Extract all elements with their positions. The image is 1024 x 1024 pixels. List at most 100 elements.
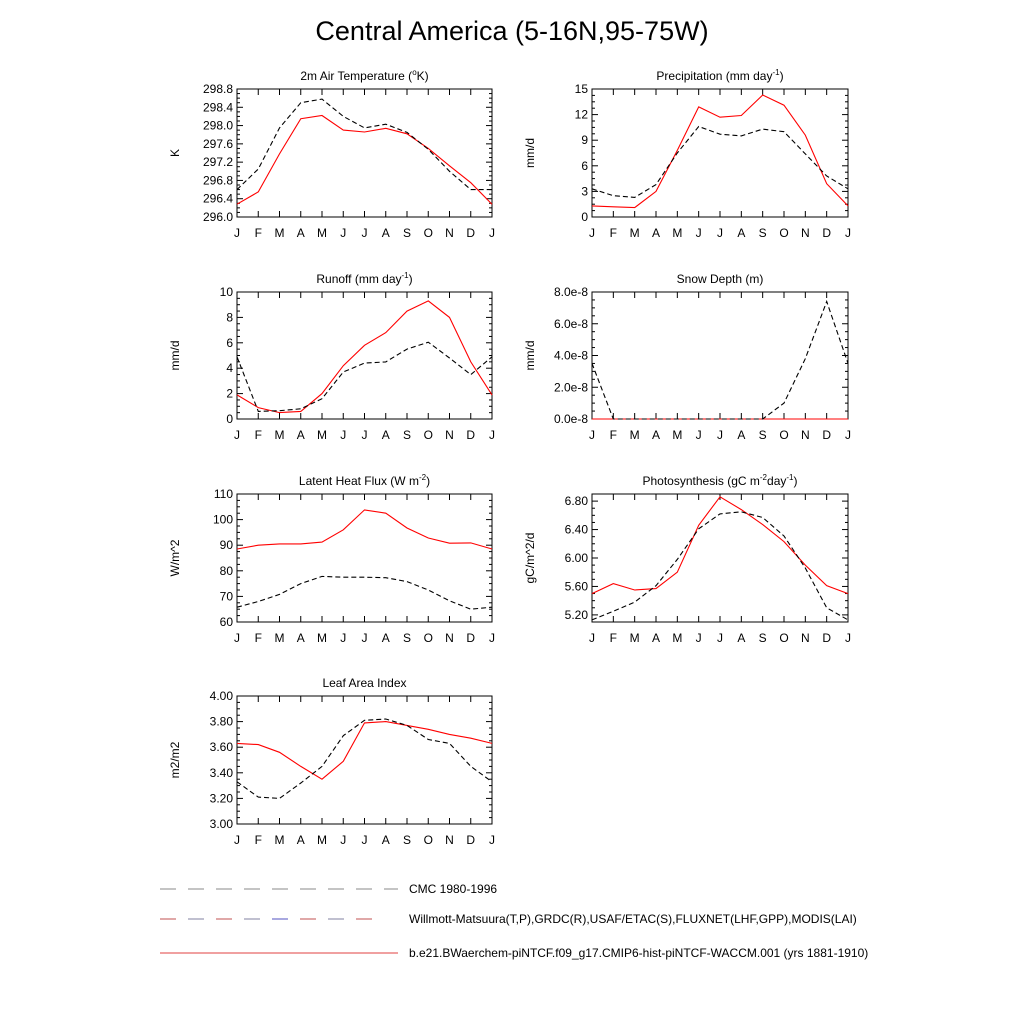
x-tick-label: M [672,631,682,645]
y-axis-label: mm/d [523,138,537,168]
y-tick-label: 6.80 [565,494,589,508]
x-tick-label: M [317,631,327,645]
x-tick-label: S [403,631,411,645]
x-tick-label: J [717,428,723,442]
series-line-observed [236,718,493,799]
x-tick-label: A [382,226,390,240]
x-tick-label: S [403,833,411,847]
y-tick-label: 100 [213,513,233,527]
y-tick-label: 296.4 [203,192,233,206]
y-tick-label: 4.0e-8 [554,349,588,363]
panel-title: Latent Heat Flux (W m-2) [299,473,430,488]
y-tick-label: 2 [226,387,233,401]
y-tick-label: 9 [581,133,588,147]
x-tick-label: O [424,833,433,847]
series-line-observed [236,575,493,610]
x-tick-label: J [362,833,368,847]
x-tick-label: D [822,226,831,240]
x-tick-label: O [779,631,788,645]
panel-frame [236,291,493,420]
x-tick-label: M [672,428,682,442]
x-tick-label: J [340,226,346,240]
x-tick-label: O [779,226,788,240]
y-axis-label: W/m^2 [168,539,182,576]
series-line-model [591,94,849,209]
series-line-model [236,300,493,414]
x-tick-label: J [845,631,851,645]
x-tick-label: M [672,226,682,240]
panel-title: Snow Depth (m) [677,272,764,286]
x-tick-label: A [737,631,745,645]
series-line-observed [236,98,492,191]
x-tick-label: M [630,226,640,240]
x-tick-label: D [466,226,475,240]
y-axis-label: gC/m^2/d [523,533,537,584]
y-tick-label: 70 [220,589,234,603]
x-tick-label: A [297,833,305,847]
y-axis-label: mm/d [523,341,537,371]
y-tick-label: 6.00 [565,551,589,565]
x-tick-label: O [424,631,433,645]
x-tick-label: J [362,226,368,240]
y-tick-label: 297.6 [203,137,233,151]
panel-frame [591,493,849,623]
panel-leaf-area-index: Leaf Area Index m2/m2 3.00 3.20 3.40 3.60 3.80… [168,676,495,847]
y-tick-label: 298.8 [203,82,233,96]
x-tick-label: N [801,428,810,442]
y-tick-label: 3 [581,184,588,198]
y-tick-label: 4 [226,361,233,375]
y-tick-label: 3.20 [210,791,234,805]
x-tick-label: F [610,631,617,645]
y-tick-label: 5.20 [565,608,589,622]
x-tick-label: M [630,428,640,442]
x-tick-label: A [652,428,660,442]
y-tick-label: 6 [581,159,588,173]
series-line-model [236,721,493,780]
series-line-model [236,509,493,550]
x-tick-label: S [759,428,767,442]
x-tick-label: D [822,631,831,645]
x-tick-label: A [297,631,305,645]
x-tick-label: M [275,833,285,847]
x-tick-label: A [382,428,390,442]
y-tick-label: 4.00 [210,689,234,703]
y-tick-label: 8.0e-8 [554,285,588,299]
x-tick-label: F [255,631,262,645]
y-tick-label: 298.0 [203,119,233,133]
x-tick-label: F [610,428,617,442]
x-tick-label: A [737,428,745,442]
x-tick-label: A [652,631,660,645]
panel-frame [591,291,849,420]
x-tick-label: O [424,428,433,442]
x-tick-label: J [489,428,495,442]
x-tick-label: S [759,226,767,240]
panel-title: Leaf Area Index [322,676,406,690]
x-tick-label: J [234,833,240,847]
series-line-observed [236,341,493,412]
x-tick-label: O [779,428,788,442]
x-tick-label: J [589,226,595,240]
y-tick-label: 2.0e-8 [554,380,588,394]
x-tick-label: J [234,631,240,645]
y-tick-label: 90 [220,538,234,552]
panel-title: 2m Air Temperature (oK) [300,68,428,83]
y-tick-label: 8 [226,310,233,324]
x-tick-label: S [403,226,411,240]
chart-panels: 2m Air Temperature (oK) K 296.0 296.4 296.8 2… [168,68,851,847]
panel-title: Photosynthesis (gC m-2day-1) [643,473,798,488]
legend: CMC 1980-1996 Willmott-Matsuura(T,P),GRDC… [160,882,868,960]
y-tick-label: 12 [575,108,589,122]
x-tick-label: J [696,631,702,645]
x-tick-label: N [445,631,454,645]
y-tick-label: 3.60 [210,740,234,754]
legend-entry: b.e21.BWaerchem-piNTCF.f09_g17.CMIP6-his… [160,946,868,960]
panel-frame [236,88,493,218]
panel-frame [591,88,849,218]
x-tick-label: J [340,833,346,847]
x-tick-label: J [589,631,595,645]
y-tick-label: 0 [581,210,588,224]
x-tick-label: A [652,226,660,240]
y-tick-label: 6 [226,336,233,350]
x-tick-label: F [255,226,262,240]
x-tick-label: M [275,631,285,645]
